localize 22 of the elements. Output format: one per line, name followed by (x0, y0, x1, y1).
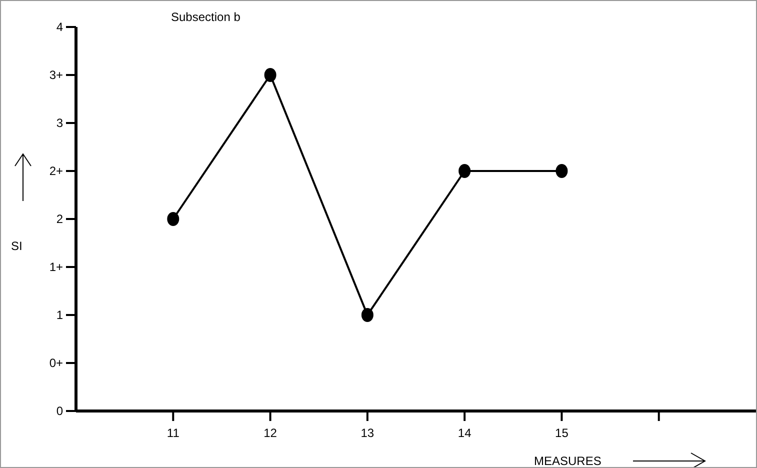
x-tick-label: 14 (458, 426, 472, 440)
y-tick-label: 1 (56, 308, 64, 322)
x-tick-label: 11 (166, 426, 180, 440)
chart-title: Subsection b (171, 10, 240, 24)
x-axis-title: MEASURES (534, 454, 602, 468)
x-tick-label: 15 (555, 426, 569, 440)
y-tick-label: 3+ (49, 68, 63, 82)
y-tick-label: 3 (56, 116, 64, 130)
y-tick-label: 1+ (49, 260, 63, 274)
y-tick-label: 0+ (49, 356, 63, 370)
y-tick-label: 2 (56, 212, 64, 226)
point (556, 164, 568, 178)
point (167, 212, 180, 226)
point (361, 308, 374, 322)
y-tick-label: 2+ (49, 164, 63, 178)
y-tick-label: 0 (56, 404, 64, 418)
point (458, 164, 471, 178)
x-tick-label: 13 (360, 426, 374, 440)
y-tick-label: 4 (56, 20, 64, 34)
point (264, 68, 276, 82)
x-tick-label: 12 (264, 426, 278, 440)
y-axis-title: SI (11, 239, 22, 253)
